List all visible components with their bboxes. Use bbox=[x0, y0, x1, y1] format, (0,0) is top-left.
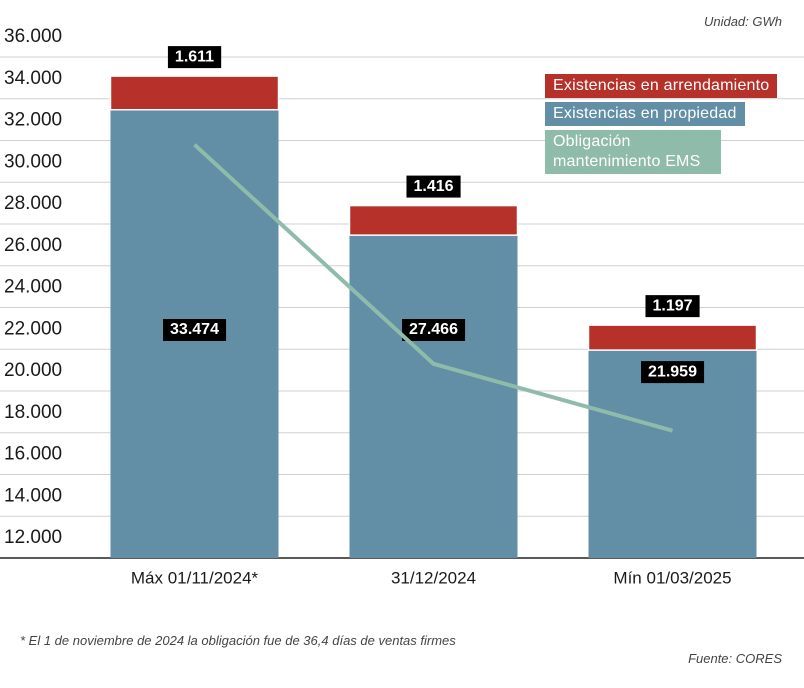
legend-item: Existencias en propiedad bbox=[545, 102, 745, 126]
y-tick-label: 30.000 bbox=[4, 151, 62, 172]
data-label-box bbox=[641, 361, 705, 384]
data-label-box bbox=[163, 319, 227, 341]
y-tick-label: 36.000 bbox=[4, 26, 62, 47]
unit-note: Unidad: GWh bbox=[703, 14, 782, 29]
bar-segment bbox=[587, 324, 758, 351]
data-label-box bbox=[402, 319, 466, 341]
y-tick-label: 18.000 bbox=[4, 402, 62, 423]
bar-segment bbox=[109, 75, 280, 111]
bar-segment bbox=[588, 350, 757, 558]
legend-item: Obligación mantenimiento EMS bbox=[545, 130, 721, 174]
y-tick-label: 28.000 bbox=[4, 193, 62, 214]
footnote: * El 1 de noviembre de 2024 la obligació… bbox=[20, 633, 456, 648]
y-tick-label: 24.000 bbox=[4, 277, 62, 298]
data-label-box bbox=[645, 295, 700, 318]
y-tick-label: 26.000 bbox=[4, 235, 62, 256]
y-tick-label: 16.000 bbox=[4, 444, 62, 465]
x-tick-label: Mín 01/03/2025 bbox=[613, 568, 731, 587]
y-tick-label: 22.000 bbox=[4, 318, 62, 339]
data-label: 1.611 bbox=[175, 48, 214, 65]
y-tick-label: 20.000 bbox=[4, 360, 62, 381]
legend-item: Existencias en arrendamiento bbox=[545, 74, 778, 98]
bar-segment bbox=[348, 204, 519, 236]
line bbox=[193, 143, 674, 433]
legend: Existencias en arrendamiento Existencias… bbox=[545, 74, 795, 178]
bar-segment bbox=[349, 235, 518, 558]
y-tick-label: 34.000 bbox=[4, 68, 62, 89]
data-label: 33.474 bbox=[170, 321, 219, 338]
data-label-box bbox=[167, 46, 222, 69]
x-tick-label: Máx 01/11/2024* bbox=[131, 568, 259, 587]
source: Fuente: CORES bbox=[688, 651, 782, 666]
data-label: 1.197 bbox=[652, 297, 692, 314]
data-label: 21.959 bbox=[648, 363, 697, 380]
data-label: 1.416 bbox=[413, 178, 453, 195]
data-label: 27.466 bbox=[409, 321, 458, 338]
y-tick-label: 14.000 bbox=[4, 485, 62, 506]
data-label-box bbox=[406, 175, 461, 198]
y-tick-label: 12.000 bbox=[4, 527, 62, 548]
x-tick-label: 31/12/2024 bbox=[391, 568, 476, 587]
y-tick-label: 32.000 bbox=[4, 110, 62, 131]
